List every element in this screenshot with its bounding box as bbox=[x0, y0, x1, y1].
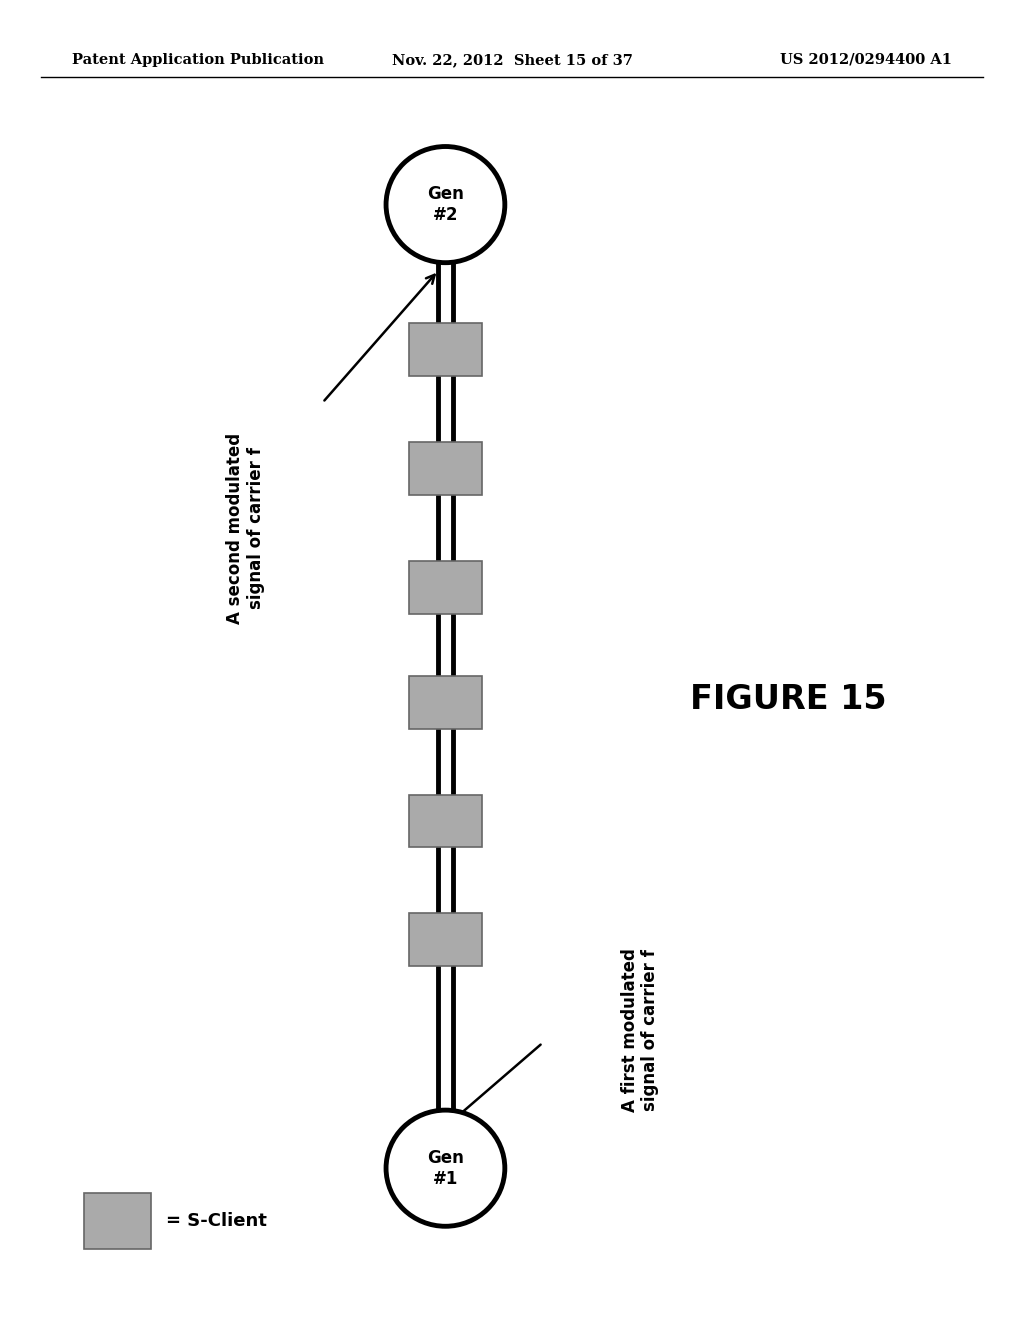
FancyBboxPatch shape bbox=[409, 913, 482, 966]
FancyBboxPatch shape bbox=[409, 442, 482, 495]
Text: Patent Application Publication: Patent Application Publication bbox=[72, 53, 324, 67]
Text: = S-Client: = S-Client bbox=[167, 1212, 267, 1230]
Text: FIGURE 15: FIGURE 15 bbox=[690, 684, 887, 715]
Text: Gen
#2: Gen #2 bbox=[427, 185, 464, 224]
Text: US 2012/0294400 A1: US 2012/0294400 A1 bbox=[780, 53, 952, 67]
FancyBboxPatch shape bbox=[409, 323, 482, 376]
Ellipse shape bbox=[386, 147, 505, 263]
Ellipse shape bbox=[386, 1110, 505, 1226]
Text: A first modulated
signal of carrier f: A first modulated signal of carrier f bbox=[621, 948, 659, 1111]
FancyBboxPatch shape bbox=[84, 1193, 152, 1249]
FancyBboxPatch shape bbox=[409, 676, 482, 729]
Text: Gen
#1: Gen #1 bbox=[427, 1148, 464, 1188]
Text: A second modulated
signal of carrier f: A second modulated signal of carrier f bbox=[226, 433, 265, 623]
Text: Nov. 22, 2012  Sheet 15 of 37: Nov. 22, 2012 Sheet 15 of 37 bbox=[391, 53, 633, 67]
FancyBboxPatch shape bbox=[409, 561, 482, 614]
FancyBboxPatch shape bbox=[409, 795, 482, 847]
